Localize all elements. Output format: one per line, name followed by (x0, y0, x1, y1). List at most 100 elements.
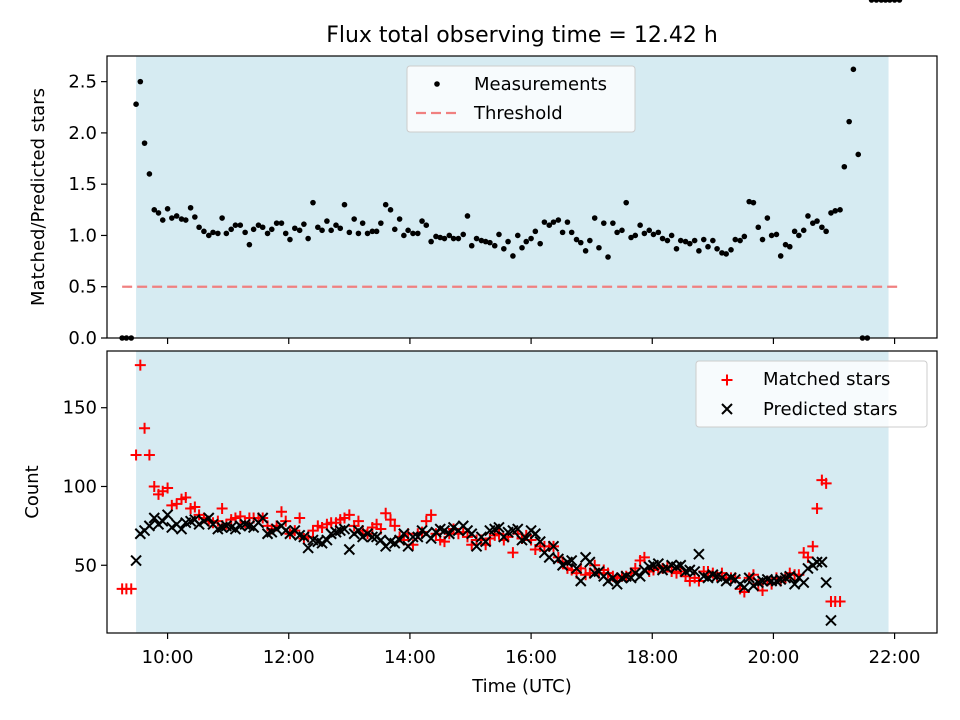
matched-star-point (166, 499, 178, 511)
measurement-point (359, 220, 366, 226)
measurement-point (819, 224, 825, 231)
measurement-point (341, 201, 348, 208)
predicted-star-point (157, 515, 169, 527)
legend-predicted-symbol (721, 403, 733, 415)
measurement-point (246, 241, 253, 248)
predicted-star-point (470, 540, 483, 553)
matched-star-point (380, 507, 392, 519)
measurement-point (614, 229, 620, 236)
x-tick-label: 12:00 (263, 647, 315, 668)
predicted-star-point (565, 554, 578, 567)
measurement-point (296, 227, 303, 234)
measurement-point (410, 230, 416, 237)
measurement-point (741, 233, 748, 240)
measurement-point (351, 216, 357, 222)
legend-plus-marker (721, 374, 733, 386)
matched-star-point (385, 514, 397, 526)
measurement-point (151, 207, 158, 213)
measurement-point (169, 215, 175, 221)
measurement-point (886, 0, 893, 3)
measurement-point (133, 101, 139, 107)
measurement-point (187, 204, 194, 211)
measurement-point (232, 222, 239, 228)
measurement-point (832, 208, 839, 214)
measurement-point (391, 226, 398, 233)
measurement-point (482, 238, 489, 245)
measurement-point (355, 230, 362, 237)
x-ticks-top (166, 338, 896, 344)
y-ticks-top: 0.0 0.5 1.0 1.5 2.0 2.5 (68, 72, 107, 349)
x-tick-label: 22:00 (869, 647, 921, 668)
measurement-point (855, 151, 862, 158)
measurement-point (301, 221, 307, 227)
top-legend-box (406, 65, 636, 133)
measurement-point (737, 237, 743, 244)
measurement-point (591, 215, 598, 221)
measurement-point (786, 243, 793, 250)
measurement-point (146, 171, 153, 177)
measurement-point (687, 240, 693, 247)
predicted-star-point (443, 528, 456, 540)
measurement-point (441, 235, 448, 242)
predicted-star-point (611, 578, 623, 590)
predicted-star-point (607, 572, 619, 584)
measurement-point (759, 236, 766, 243)
predicted-star-point (784, 570, 796, 582)
predicted-star-point (321, 534, 333, 546)
measurement-points (119, 0, 903, 341)
measurement-point (310, 199, 316, 206)
predicted-star-point (825, 614, 837, 627)
measurement-point (873, 0, 880, 3)
measurement-point (268, 226, 275, 233)
measurement-point (428, 238, 434, 245)
x-tick-label: 16:00 (505, 647, 557, 668)
measurement-point (705, 243, 711, 250)
predicted-star-point (148, 512, 160, 524)
measurement-point (750, 199, 757, 206)
measurement-point (287, 236, 293, 243)
y-tick-label: 1.0 (68, 225, 97, 246)
measurement-point (255, 222, 262, 228)
predicted-star-point (529, 528, 542, 540)
predicted-star-point (570, 562, 583, 575)
measurement-point (505, 238, 511, 245)
measurement-point (178, 216, 185, 222)
measurement-point (655, 229, 662, 236)
measurement-point (487, 239, 493, 246)
measurement-point (777, 253, 784, 259)
measurement-point (800, 227, 807, 234)
measurement-point (719, 250, 725, 256)
predicted-star-point (375, 534, 387, 546)
measurement-point (159, 217, 166, 223)
measurement-point (564, 219, 571, 225)
predicted-star-point (575, 575, 587, 587)
measurement-point (192, 214, 198, 220)
matched-star-point (275, 506, 287, 518)
predicted-star-point (352, 524, 365, 537)
measurement-point (696, 248, 702, 254)
measurement-point (373, 228, 380, 235)
measurement-point (319, 227, 325, 234)
measurement-point (219, 215, 225, 221)
measurement-point (677, 237, 684, 244)
matched-star-point (343, 509, 355, 521)
measurement-point (700, 236, 707, 243)
measurement-point (305, 235, 311, 242)
measurement-point (773, 231, 780, 238)
x-ticks-bottom: 10:00 12:00 14:00 16:00 18:00 20:00 22:00 (142, 633, 921, 668)
measurement-point (210, 229, 216, 236)
measurement-point (868, 0, 875, 3)
predicted-star-point (402, 540, 414, 553)
matched-star-point (420, 515, 432, 527)
measurement-point (387, 207, 394, 213)
predicted-star-point (547, 540, 560, 553)
measurement-point (577, 239, 584, 246)
matched-star-point (216, 503, 228, 515)
measurement-point (796, 232, 802, 239)
measurement-point (664, 237, 671, 244)
measurement-point (455, 235, 462, 242)
y-tick-label: 0.0 (68, 328, 97, 349)
measurement-point (641, 230, 648, 237)
measurement-point (600, 220, 607, 226)
y-tick-label: 0.5 (68, 277, 97, 298)
